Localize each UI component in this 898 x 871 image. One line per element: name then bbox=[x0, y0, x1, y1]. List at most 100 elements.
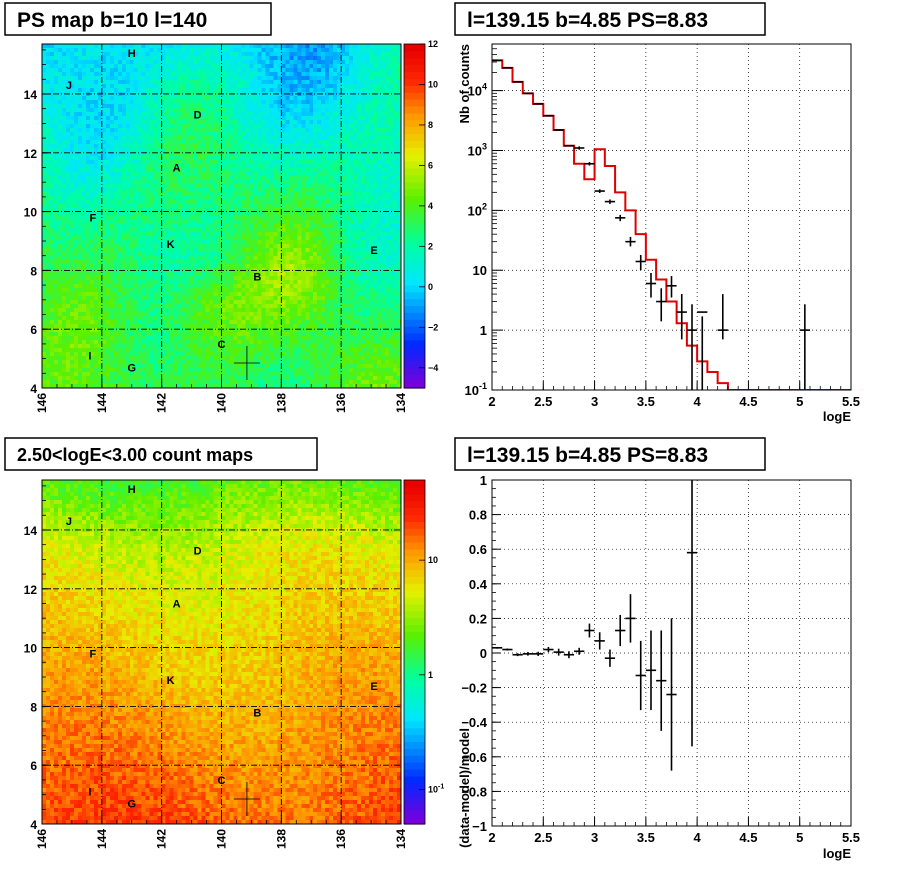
x-tick-label: 136 bbox=[334, 393, 348, 413]
colorbar-cell bbox=[404, 652, 425, 660]
colorbar-cell bbox=[404, 596, 425, 605]
colorbar-cell bbox=[404, 576, 425, 584]
colorbar-cell bbox=[404, 796, 425, 804]
count-map-grid bbox=[42, 480, 401, 824]
colorbar-cell bbox=[404, 762, 425, 770]
x-tick-label: 144 bbox=[95, 829, 109, 849]
source-label-D: D bbox=[194, 110, 202, 122]
y-tick-label: −0.2 bbox=[461, 681, 487, 696]
colorbar-cell bbox=[404, 250, 425, 258]
y-tick-label: 10 bbox=[24, 642, 38, 656]
y-tick-label: −0.4 bbox=[461, 715, 487, 730]
colorbar-cell bbox=[404, 277, 425, 286]
colorbar-cell bbox=[404, 332, 425, 341]
colorbar-cell bbox=[404, 741, 425, 749]
colorbar-cell bbox=[404, 562, 425, 571]
y-tick-label: 0.8 bbox=[469, 508, 487, 523]
y-tick-label: 10 bbox=[24, 206, 38, 220]
colorbar-cell bbox=[404, 147, 425, 155]
colorbar-cell bbox=[404, 126, 425, 135]
y-tick-label: 0.6 bbox=[469, 542, 487, 557]
colorbar-cell bbox=[404, 707, 425, 715]
ps-map-axes: 146 144 142 140 138 136 134 4 6 8 10 12 14 bbox=[24, 49, 408, 413]
colorbar-cell bbox=[404, 507, 425, 515]
y-tick-label: −0.6 bbox=[461, 750, 487, 765]
residual-title-box bbox=[454, 437, 766, 471]
source-label-G: G bbox=[127, 798, 136, 810]
colorbar-cell bbox=[404, 112, 425, 121]
residual-panel: l=139.15 b=4.85 PS=8.83 2 2.5 3 3.5 4 4.5 5 5.5… bbox=[454, 437, 860, 861]
x-tick-label: 140 bbox=[215, 393, 229, 413]
colorbar-cell bbox=[404, 44, 425, 52]
ps-map-colorbar: 12 10 8 6 4 2 0 −2 −4 bbox=[403, 39, 438, 389]
y-tick-label: 1 bbox=[480, 473, 487, 488]
colorbar-tick-label: 12 bbox=[428, 39, 438, 49]
source-label-B: B bbox=[253, 271, 261, 283]
colorbar-cell bbox=[404, 209, 425, 217]
colorbar-cell bbox=[404, 78, 425, 86]
colorbar-cell bbox=[404, 693, 425, 701]
colorbar-cell bbox=[404, 167, 425, 176]
source-label-B: B bbox=[253, 707, 261, 719]
colorbar-cell bbox=[404, 727, 425, 736]
colorbar-cell bbox=[404, 631, 425, 639]
colorbar-cell bbox=[404, 720, 425, 729]
residual-axes: 2 2.5 3 3.5 4 4.5 5 5.5 −1 −0.8 −0.6 −0.4 −0.2 0 0.2 0.… bbox=[461, 473, 860, 845]
ps-map-grid bbox=[42, 44, 401, 388]
colorbar-cell bbox=[404, 775, 425, 784]
spectrum-title: l=139.15 b=4.85 PS=8.83 bbox=[467, 9, 708, 32]
colorbar-cell bbox=[404, 353, 425, 362]
colorbar-frame bbox=[403, 43, 426, 389]
colorbar-cell bbox=[404, 810, 425, 818]
colorbar-cell bbox=[404, 782, 425, 791]
source-label-K: K bbox=[167, 239, 175, 251]
y-tick-label: 8 bbox=[30, 700, 37, 714]
colorbar-cell bbox=[404, 271, 425, 279]
residual-x-label: logE bbox=[823, 846, 851, 861]
colorbar-cell bbox=[404, 188, 425, 196]
ps-map-source-labels: H J D A F K E B C I G bbox=[66, 48, 378, 381]
spectrum-x-label: logE bbox=[823, 409, 851, 424]
source-label-A: A bbox=[173, 598, 181, 610]
colorbar-cell bbox=[404, 486, 425, 495]
colorbar-cell bbox=[404, 817, 425, 825]
source-label-I: I bbox=[88, 787, 91, 799]
colorbar-cell bbox=[404, 803, 425, 811]
x-tick-label: 2 bbox=[488, 394, 495, 409]
source-label-F: F bbox=[89, 648, 96, 660]
colorbar-cell bbox=[404, 480, 425, 488]
x-tick-label: 4.5 bbox=[739, 394, 757, 409]
source-label-F: F bbox=[89, 212, 96, 224]
colorbar-cell bbox=[404, 541, 425, 550]
count-map-axes: 146 144 142 140 138 136 134 4 6 8 10 12 14 bbox=[24, 485, 408, 849]
colorbar-cell bbox=[404, 521, 425, 529]
colorbar-cell bbox=[404, 665, 425, 674]
colorbar-cell bbox=[404, 700, 425, 708]
x-tick-label: 146 bbox=[35, 393, 49, 413]
x-tick-label: 134 bbox=[394, 393, 408, 413]
colorbar-tick-label: 4 bbox=[428, 201, 433, 211]
source-label-C: C bbox=[218, 775, 226, 787]
colorbar-cell bbox=[404, 71, 425, 79]
y-tick-label: 0 bbox=[480, 646, 487, 661]
colorbar-cell bbox=[404, 360, 425, 368]
source-label-H: H bbox=[128, 48, 136, 60]
colorbar-cell bbox=[404, 528, 425, 536]
x-tick-label: 5 bbox=[796, 830, 803, 845]
colorbar-tick-label: 10 bbox=[428, 555, 438, 565]
colorbar-cell bbox=[404, 583, 425, 591]
source-label-J: J bbox=[66, 516, 72, 528]
colorbar-cell bbox=[404, 229, 425, 238]
colorbar-cell bbox=[404, 603, 425, 612]
x-tick-label: 2 bbox=[488, 830, 495, 845]
spectrum-data-series bbox=[492, 59, 810, 390]
source-label-E: E bbox=[370, 245, 377, 257]
colorbar-cell bbox=[404, 57, 425, 66]
colorbar-tick-label: 1 bbox=[428, 670, 433, 680]
colorbar-cell bbox=[404, 174, 425, 183]
colorbar-cell bbox=[404, 748, 425, 756]
colorbar-cell bbox=[404, 374, 425, 382]
colorbar-tick-label: 6 bbox=[428, 160, 433, 170]
